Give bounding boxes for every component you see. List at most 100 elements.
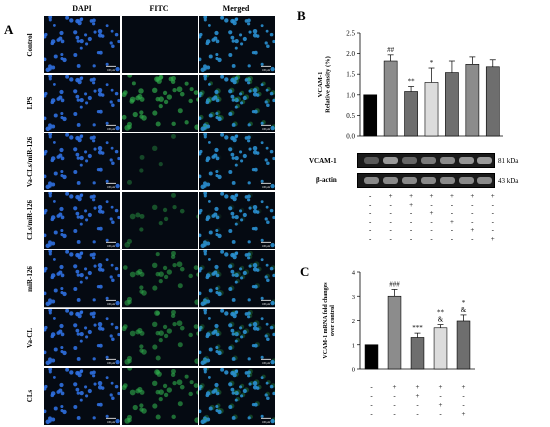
treatment-sign: - [450, 226, 454, 235]
y-tick-label: 2.0 [346, 50, 355, 58]
treatment-sign: - [462, 392, 465, 400]
bar [387, 295, 402, 370]
treatment-sign: - [491, 217, 494, 226]
treatment-sign: - [491, 209, 494, 218]
blot-band [402, 157, 417, 164]
treatment-sign: - [389, 226, 392, 235]
blot-label-actin: β-actin [316, 176, 337, 184]
significance-mark: ### [389, 280, 400, 288]
treatment-sign: - [369, 192, 372, 200]
treatment-sign: - [439, 392, 442, 400]
significance-mark: *** [412, 324, 423, 332]
micrograph-merged-2: 100 μm [199, 74, 275, 132]
svg-text:100 μm: 100 μm [107, 127, 115, 130]
blot-band [383, 157, 398, 164]
svg-text:100 μm: 100 μm [107, 303, 115, 306]
y-tick-label: 0 [352, 367, 355, 374]
col-head-dapi: DAPI [72, 4, 92, 13]
blot-band [421, 157, 436, 164]
treatment-sign: + [409, 200, 414, 209]
chart-c: 0 1 2 3 4 VCAM-1 mRNA fold changesover contro… [323, 270, 475, 374]
svg-text:100 μm: 100 μm [262, 69, 270, 72]
panel-a-label: A [4, 22, 14, 37]
chart-b: 0.0 0.5 1.0 1.5 2.0 2.5 VCAM-1Relative density… [317, 30, 503, 141]
treatment-sign: - [369, 209, 372, 218]
treatment-sign: - [369, 226, 372, 235]
treatment-sign: + [490, 192, 495, 200]
row-label-7: CLs [26, 390, 34, 403]
treatment-sign: - [430, 235, 433, 243]
blot-band [459, 157, 474, 164]
bar [433, 327, 448, 370]
treatment-sign: + [490, 235, 495, 243]
micrograph-merged-4: 100 μm [199, 191, 275, 250]
y-tick-label: 2.5 [346, 30, 355, 38]
blot-band [440, 157, 455, 164]
micrograph-dapi-6: 100 μm [44, 309, 120, 367]
micrograph-merged-3: 100 μm [199, 133, 275, 191]
bar [445, 72, 459, 137]
treatment-sign: + [438, 383, 443, 391]
svg-text:100 μm: 100 μm [262, 303, 270, 306]
bar [424, 82, 439, 137]
blot-band [440, 177, 455, 184]
svg-text:100 μm: 100 μm [262, 420, 270, 423]
treatment-sign: + [449, 217, 454, 226]
panel-c-label: C [300, 264, 310, 279]
treatment-sign: - [430, 217, 433, 226]
treatment-sign: + [429, 192, 434, 200]
micrograph-dapi-7: 100 μm [44, 367, 120, 425]
treatment-sign: + [449, 192, 454, 200]
treatment-sign: - [450, 209, 454, 218]
significance-mark: ** [408, 78, 416, 86]
micrograph-dapi-1: 100 μm [44, 16, 120, 74]
treatment-sign: - [370, 410, 373, 418]
micrograph-dapi-5: 100 μm [44, 250, 120, 308]
svg-text:100 μm: 100 μm [262, 362, 270, 365]
treatment-sign: - [389, 200, 392, 209]
treatment-sign: - [409, 209, 413, 218]
treatment-sign: - [471, 200, 474, 209]
treatment-sign: + [470, 226, 475, 235]
svg-text:100 μm: 100 μm [262, 186, 270, 189]
treatment-sign: - [370, 383, 373, 391]
bar [364, 344, 379, 370]
blot-band [364, 177, 379, 184]
treatment-sign: - [462, 401, 465, 409]
treatment-sign: - [416, 401, 419, 409]
micrograph-merged-7: 100 μm [199, 367, 275, 425]
micrograph-fitc-3 [121, 133, 198, 191]
svg-text:100 μm: 100 μm [262, 245, 270, 248]
blot-kda-actin: 43 kDa [498, 177, 519, 185]
treatment-sign: - [409, 235, 413, 243]
bar [456, 320, 471, 370]
micrograph-fitc-1 [121, 16, 198, 74]
treatment-sign: + [409, 192, 414, 200]
svg-text:100 μm: 100 μm [107, 186, 115, 189]
treatment-sign: - [409, 226, 413, 235]
bar [465, 64, 480, 137]
treatment-sign: - [393, 401, 396, 409]
blot-label-vcam: VCAM-1 [309, 157, 337, 165]
row-label-5: miR-126 [26, 266, 34, 292]
y-tick-label: 1.5 [346, 71, 355, 79]
y-tick-label: 2 [352, 318, 355, 325]
micrograph-fitc-2 [121, 74, 198, 132]
bar [404, 91, 418, 137]
treatment-sign: - [369, 235, 372, 243]
treatment-sign: + [461, 383, 466, 391]
blot-strip-vcam [357, 153, 495, 168]
blot-strip-actin [357, 173, 495, 188]
micrograph-fitc-4 [121, 191, 198, 250]
treatment-sign: - [439, 410, 442, 418]
treatment-sign: - [389, 209, 392, 218]
micrograph-fitc-5 [121, 250, 198, 308]
blot-kda-vcam: 81 kDa [498, 157, 519, 165]
micrograph-dapi-2: 100 μm [44, 74, 120, 132]
treatment-sign: + [438, 401, 443, 409]
y-tick-label: 1 [352, 342, 355, 349]
significance-mark: * & [461, 299, 467, 314]
svg-text:100 μm: 100 μm [107, 362, 115, 365]
panel-b-label: B [297, 8, 306, 23]
blot-band [364, 157, 379, 164]
